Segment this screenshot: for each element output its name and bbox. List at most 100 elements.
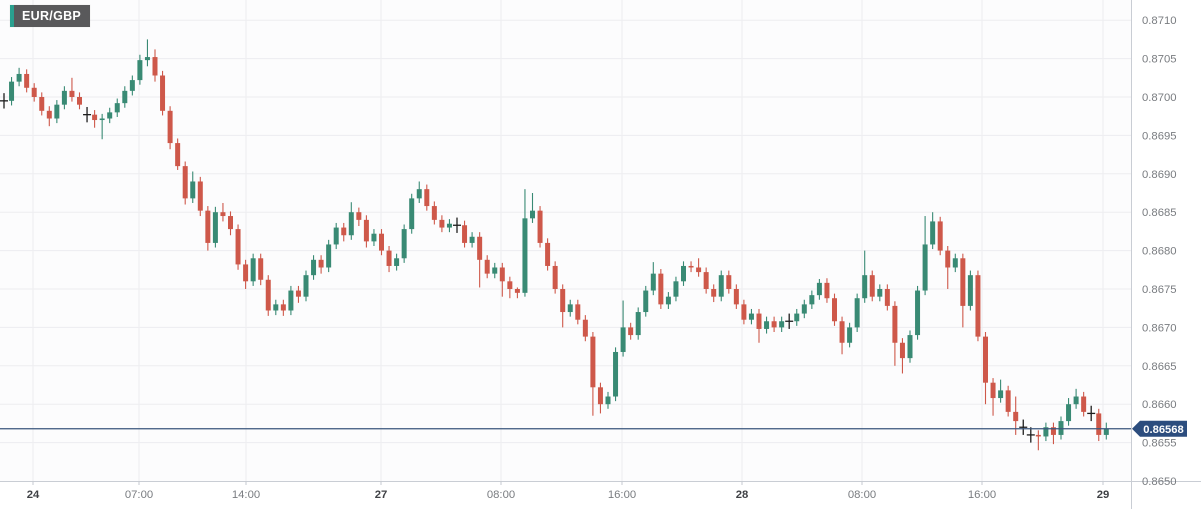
x-axis-label: 16:00: [968, 489, 996, 501]
candle-body: [650, 273, 656, 291]
candle-body: [386, 250, 392, 266]
candle-body: [212, 212, 218, 243]
candle-body: [613, 351, 619, 397]
candle-body: [61, 90, 67, 105]
candle-body: [952, 258, 958, 268]
candle-body: [356, 212, 362, 220]
candle-body: [348, 212, 354, 236]
candle-body: [832, 298, 837, 322]
candle-body: [748, 313, 754, 320]
candle-body: [794, 313, 800, 322]
candle-body: [371, 233, 377, 242]
candle-body: [288, 290, 294, 311]
candle-body: [303, 275, 309, 297]
candle-body: [499, 267, 505, 282]
candle-body: [401, 229, 407, 259]
candle-body: [39, 96, 45, 111]
x-axis-label: 08:00: [848, 489, 876, 501]
candle-body: [907, 335, 913, 359]
candle-body: [182, 166, 188, 199]
candle-body: [167, 110, 173, 144]
candle-body: [77, 96, 82, 105]
candle-body: [228, 216, 233, 230]
candle-body: [628, 327, 634, 336]
candle-body: [816, 282, 822, 296]
candle-body: [1073, 396, 1079, 405]
candle-body: [590, 336, 596, 388]
candle-body: [326, 244, 332, 268]
candle-body: [431, 206, 437, 220]
candle-body: [54, 104, 60, 119]
candle-body: [998, 390, 1004, 399]
x-axis-label: 24: [27, 489, 40, 501]
candle-body: [484, 259, 490, 274]
candle-body: [220, 212, 226, 217]
candle-body: [197, 181, 203, 211]
candle-body: [560, 288, 566, 313]
candle-body: [69, 90, 75, 97]
candle-body: [597, 387, 603, 405]
candle-body: [567, 304, 573, 313]
candle-body: [46, 110, 52, 119]
x-axis-label: 28: [736, 489, 749, 501]
candle-body: [960, 258, 966, 306]
candle-body: [379, 233, 384, 251]
y-axis-label: 0.8700: [1142, 92, 1177, 104]
current-price-label: 0.86568: [1143, 424, 1183, 436]
candle-body: [114, 103, 120, 113]
candle-body: [92, 114, 98, 121]
candle-body: [930, 221, 936, 245]
candle-body: [1096, 413, 1102, 435]
candle-body: [16, 73, 22, 82]
candle-body: [552, 265, 558, 289]
candle-body: [462, 225, 468, 243]
x-axis-label: 14:00: [232, 489, 260, 501]
candle-body: [522, 218, 528, 293]
y-axis-label: 0.8650: [1142, 476, 1177, 488]
candle-body: [280, 304, 286, 311]
candle-body: [1058, 421, 1064, 435]
candle-body: [575, 304, 581, 320]
candle-body: [424, 189, 430, 207]
candle-body: [1081, 396, 1087, 412]
candle-body: [1066, 404, 1072, 422]
candle-body: [243, 264, 249, 282]
candle-body: [469, 236, 475, 243]
candle-body: [1103, 428, 1109, 435]
candle-body: [24, 73, 30, 88]
candle-body: [801, 304, 807, 314]
candle-body: [122, 90, 128, 104]
x-axis-label: 16:00: [608, 489, 636, 501]
candle-body: [718, 275, 724, 297]
candle-body: [235, 229, 241, 265]
candle-body: [160, 75, 166, 111]
candle-body: [333, 227, 339, 245]
candle-body: [1043, 427, 1049, 437]
candle-body: [190, 181, 196, 199]
candle-body: [250, 258, 256, 282]
y-axis-label: 0.8660: [1142, 399, 1177, 411]
y-axis-label: 0.8670: [1142, 322, 1177, 334]
candle-body: [824, 282, 830, 299]
x-axis-label: 07:00: [125, 489, 153, 501]
x-axis-label: 27: [375, 489, 388, 501]
candle-body: [756, 313, 762, 329]
candle-body: [741, 304, 747, 320]
candle-body: [265, 279, 271, 311]
candle-body: [1050, 427, 1056, 435]
candle-body: [99, 118, 105, 121]
current-price-badge: [1132, 420, 1187, 437]
candle-body: [507, 281, 513, 289]
candle-body: [711, 288, 717, 297]
candle-body: [681, 265, 686, 282]
candle-body: [545, 242, 551, 266]
candle-body: [31, 87, 37, 97]
candle-body: [915, 290, 921, 336]
candle-body: [884, 288, 890, 306]
y-axis-label: 0.8695: [1142, 130, 1177, 142]
candle-body: [439, 219, 445, 228]
symbol-label: EUR/GBP: [22, 9, 82, 23]
y-axis-label: 0.8680: [1142, 246, 1177, 258]
y-axis-label: 0.8655: [1142, 438, 1177, 450]
